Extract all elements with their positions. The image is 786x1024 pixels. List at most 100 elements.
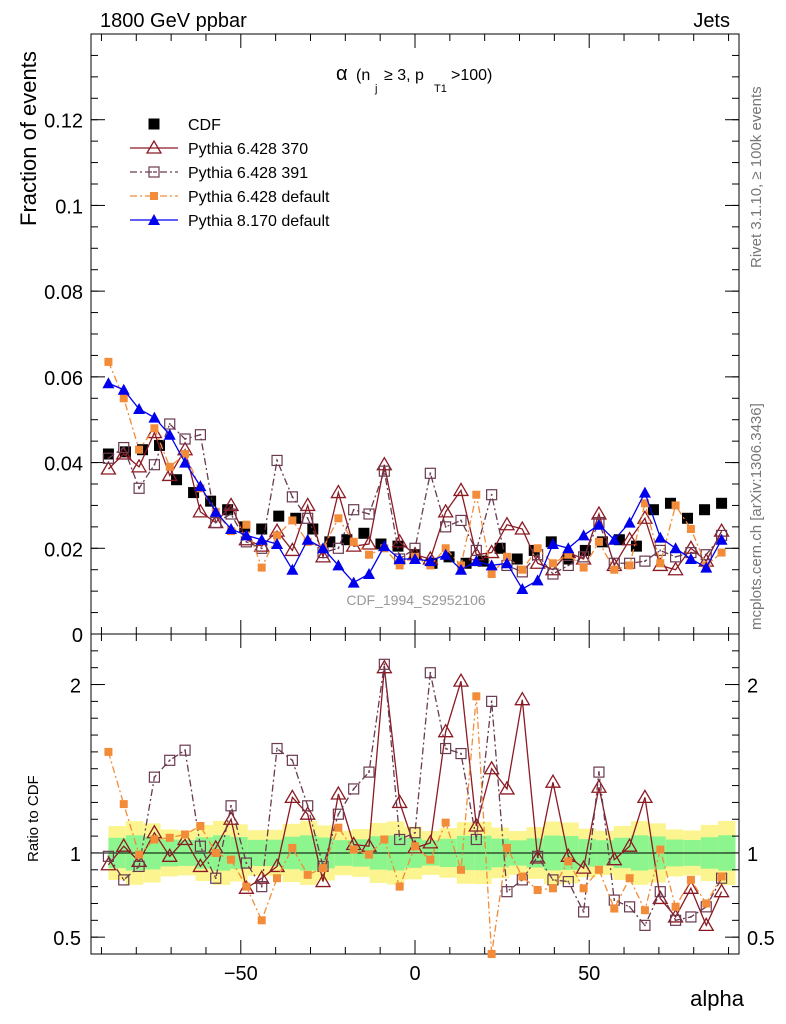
- data-point: [148, 411, 161, 423]
- data-point: [647, 504, 659, 516]
- ratio-point: [378, 658, 390, 670]
- data-point: [341, 534, 353, 546]
- ratio-y-tick-label: 0.5: [53, 928, 81, 950]
- data-point: [253, 537, 270, 552]
- data-point-center: [705, 553, 708, 556]
- ratio-point-center: [460, 752, 462, 755]
- data-point: [271, 538, 284, 549]
- data-point-center: [460, 519, 462, 522]
- ratio-point-center: [337, 813, 340, 816]
- ratio-point: [717, 872, 726, 881]
- ratio-point: [590, 778, 608, 793]
- data-point: [288, 516, 297, 525]
- legend-marker: [150, 192, 158, 200]
- data-point-center: [475, 549, 478, 552]
- ratio-point: [529, 849, 546, 864]
- ratio-point-center: [122, 879, 125, 881]
- legend-entry: CDF: [148, 117, 221, 134]
- data-point-center: [199, 433, 202, 436]
- data-point: [222, 497, 240, 512]
- ratio-point: [426, 855, 435, 864]
- ratio-point: [456, 865, 465, 874]
- ratio-point: [713, 883, 730, 898]
- data-point: [613, 534, 625, 546]
- ratio-point-center: [613, 899, 616, 901]
- data-point: [117, 383, 130, 395]
- data-point: [700, 561, 713, 573]
- data-point: [348, 504, 360, 516]
- ratio-point: [302, 800, 314, 812]
- ratio-point: [548, 884, 557, 893]
- data-point: [161, 467, 178, 482]
- data-point: [472, 490, 481, 499]
- data-point: [579, 544, 591, 556]
- data-point: [314, 548, 332, 563]
- main-y-tick-label: 0.04: [44, 454, 83, 476]
- ratio-point: [470, 833, 482, 846]
- ratio-point: [194, 840, 206, 852]
- data-point: [188, 487, 200, 499]
- data-point: [349, 537, 358, 546]
- ratio-point: [440, 742, 452, 755]
- data-point-center: [168, 423, 171, 425]
- data-point: [102, 452, 115, 464]
- title-sub-t1: T1: [434, 83, 447, 95]
- legend-label: Pythia 6.428 370: [188, 141, 308, 158]
- ratio-point: [365, 850, 374, 859]
- data-point-center: [552, 573, 554, 575]
- data-point: [302, 512, 314, 524]
- ratio-y-axis: 0.5 0.5 1 1 2 2: [53, 650, 775, 950]
- ratio-point: [640, 906, 649, 915]
- data-point: [133, 482, 145, 494]
- ratio-point: [102, 850, 115, 862]
- data-point: [514, 520, 531, 535]
- data-point: [324, 536, 336, 548]
- data-point-center: [659, 549, 662, 552]
- data-point: [716, 497, 728, 509]
- data-point: [562, 553, 574, 565]
- data-point: [100, 460, 117, 475]
- data-point: [531, 574, 544, 586]
- ratio-y-axis-title: Ratio to CDF: [25, 775, 42, 862]
- ratio-point-center: [552, 879, 554, 881]
- main-y-tick-label: 0.02: [44, 539, 83, 561]
- data-point: [439, 548, 452, 560]
- ratio-point: [104, 747, 113, 756]
- data-point: [699, 504, 711, 516]
- data-point: [395, 561, 404, 570]
- ratio-point-center: [383, 663, 386, 666]
- ratio-point-center: [444, 747, 447, 750]
- data-point: [516, 583, 529, 594]
- data-point: [610, 565, 619, 574]
- ratio-point: [654, 886, 666, 898]
- ratio-point: [621, 837, 638, 852]
- ratio-point: [179, 744, 191, 756]
- ratio-point: [286, 754, 298, 766]
- ratio-point: [424, 667, 436, 679]
- data-point: [562, 559, 574, 572]
- data-point: [165, 462, 174, 471]
- ratio-point: [578, 906, 590, 918]
- ratio-point: [133, 860, 145, 873]
- data-point: [686, 525, 695, 533]
- data-point: [625, 561, 634, 570]
- data-point: [205, 495, 217, 507]
- data-point: [255, 533, 268, 545]
- ratio-point: [196, 822, 205, 830]
- ratio-y-tick-label-right: 2: [747, 676, 758, 698]
- legend-label: Pythia 8.170 default: [188, 213, 330, 230]
- data-point: [271, 454, 283, 467]
- data-point: [654, 531, 667, 543]
- data-point: [240, 529, 253, 541]
- data-point: [376, 456, 393, 471]
- data-point: [192, 503, 209, 518]
- ratio-point-center: [368, 771, 370, 773]
- legend-entry: Pythia 6.428 391: [130, 165, 308, 182]
- data-point: [424, 555, 437, 567]
- data-point: [452, 482, 470, 497]
- ratio-point: [165, 833, 174, 842]
- chart-title: α (n j ≥ 3, p T1 >100): [336, 63, 492, 95]
- ratio-point: [271, 742, 283, 755]
- ratio-point-center: [107, 855, 110, 858]
- ratio-series-1: [102, 658, 728, 931]
